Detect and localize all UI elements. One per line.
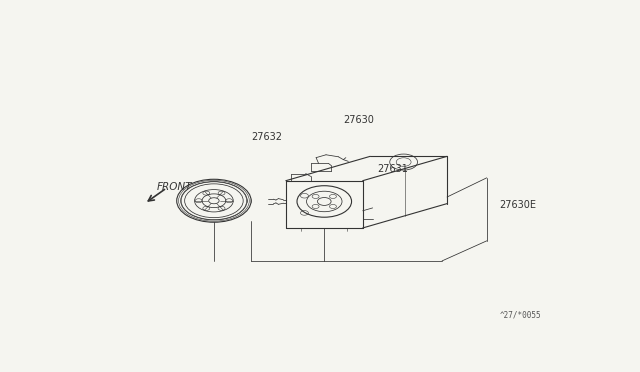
Text: ^27/*0055: ^27/*0055 bbox=[500, 311, 541, 320]
Text: 27630E: 27630E bbox=[499, 200, 536, 210]
Text: 27632: 27632 bbox=[251, 132, 282, 142]
Text: 27630: 27630 bbox=[343, 115, 374, 125]
Text: FRONT: FRONT bbox=[157, 182, 193, 192]
Text: 27631: 27631 bbox=[378, 164, 408, 174]
